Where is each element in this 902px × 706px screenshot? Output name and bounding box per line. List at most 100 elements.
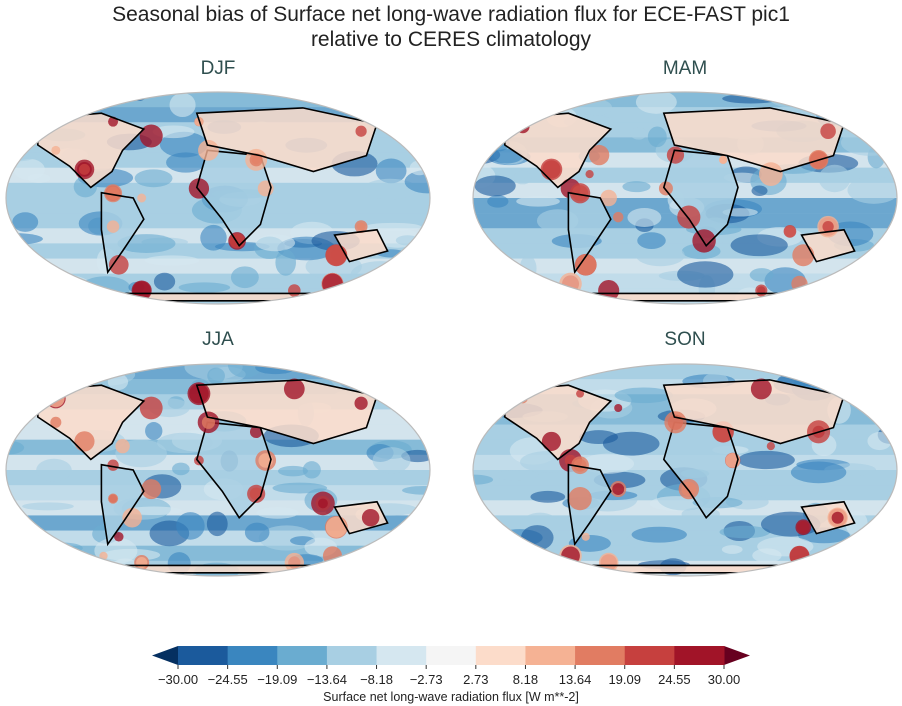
colorbar-tick-label: −24.55 [207,672,248,687]
bias-patch [355,125,367,137]
colorbar-tick-label: −2.73 [409,672,443,687]
bias-patch [107,493,119,504]
bias-patch [354,220,368,234]
bias-patch [581,532,590,541]
colorbar-tick-label: −13.64 [306,672,347,687]
bias-patch [627,208,662,228]
bias-patch [322,273,343,295]
land-area [663,107,844,172]
land-area [101,464,144,545]
bias-patch [884,92,897,108]
map-border [472,363,898,577]
bias-patch [139,124,163,148]
bias-patch [490,149,523,164]
bias-patch [631,526,687,543]
bias-patch [722,93,780,104]
bias-patch [152,125,195,139]
bias-patch [822,220,834,233]
bias-patch [568,486,592,511]
bias-patch [283,378,305,400]
bias-patch [65,286,107,304]
bias-patch [230,266,259,289]
bias-patch [375,95,398,105]
colorbar-tick-label: −30.00 [157,672,199,687]
bias-band [6,545,430,561]
bias-patch [342,285,395,304]
bias-patch [635,92,677,114]
coastline [503,112,613,189]
bias-patch [247,484,266,503]
coastline [662,379,846,445]
coastline [195,107,379,173]
land-area [196,379,377,444]
colorbar-bin [227,646,278,665]
bias-patch [474,175,516,197]
coastline [662,107,846,173]
bias-patch [867,432,892,451]
coastline [503,384,613,461]
bias-patch [256,507,299,519]
bias-patch [6,381,35,402]
panel-title-mam: MAM [662,58,708,79]
bias-patch [244,522,270,543]
bias-patch [387,92,430,108]
bias-patch [788,365,810,377]
bias-patch [658,181,673,196]
bias-patch [751,185,768,196]
bias-patch [759,162,783,186]
map-djf [5,91,431,305]
bias-patch [184,364,243,380]
bias-patch [614,403,623,413]
bias-patch [513,568,562,576]
bias-patch [847,176,897,204]
colorbar-bin [525,646,576,665]
bias-patch [122,507,142,528]
bias-patch [750,378,772,400]
bias-patch [36,274,92,301]
colorbar-tick-label: −8.18 [360,672,393,687]
panel-title-djf: DJF [200,58,236,79]
colorbar [152,646,750,669]
bias-patch [575,254,597,276]
panel-title-son: SON [664,329,706,350]
bias-patch [519,255,537,282]
land-area [37,113,144,188]
bias-patch [74,431,95,452]
bias-patch [649,496,704,511]
bias-patch [818,164,851,193]
bias-patch [372,447,411,474]
bias-patch [602,431,660,456]
bias-patch [363,178,418,200]
bias-patch [585,170,594,179]
bias-patch [108,254,129,275]
bias-patch [630,127,647,140]
colorbar-over-extend [724,646,750,665]
bias-patch [573,458,587,472]
bias-patch [51,145,61,155]
bias-patch [790,461,847,484]
coastline [333,500,389,535]
bias-patch [6,379,50,405]
map-border [472,91,898,305]
bias-patch [622,181,651,193]
bias-patch [249,153,263,167]
colorbar-tick-label: 2.73 [463,672,489,687]
bias-patch [169,92,196,118]
bias-patch [178,282,231,293]
coastline [567,191,612,275]
bias-patch [144,255,200,266]
land-area [568,192,611,273]
land-area [334,229,388,262]
bias-patch [141,479,162,500]
bias-patch [766,442,775,451]
coastline [800,500,856,535]
coastline [195,379,379,445]
coastline [800,228,856,263]
bias-patch [272,482,328,494]
bias-patch [16,92,60,99]
bias-patch [820,123,836,140]
coastline [333,228,389,263]
bias-patch [176,512,205,540]
bias-patch [865,261,897,281]
bias-patch [249,425,263,439]
